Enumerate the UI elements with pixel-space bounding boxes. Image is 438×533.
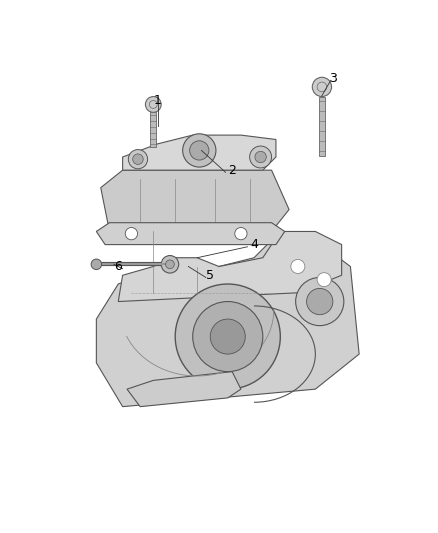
Text: 6: 6	[114, 260, 122, 273]
Circle shape	[296, 278, 344, 326]
Text: 1: 1	[154, 94, 162, 107]
Circle shape	[183, 134, 216, 167]
Polygon shape	[127, 372, 241, 407]
Circle shape	[312, 77, 332, 96]
Circle shape	[175, 284, 280, 389]
Circle shape	[307, 288, 333, 314]
Text: 3: 3	[329, 71, 337, 85]
Circle shape	[291, 260, 305, 273]
Circle shape	[317, 273, 331, 287]
Polygon shape	[96, 223, 285, 245]
Text: 2: 2	[228, 164, 236, 176]
Circle shape	[125, 228, 138, 240]
Circle shape	[210, 319, 245, 354]
FancyBboxPatch shape	[150, 112, 156, 147]
Circle shape	[235, 228, 247, 240]
Polygon shape	[123, 135, 276, 170]
Text: 5: 5	[206, 269, 214, 282]
Polygon shape	[96, 240, 359, 407]
Circle shape	[133, 154, 143, 165]
Polygon shape	[101, 170, 289, 231]
Circle shape	[250, 146, 272, 168]
Circle shape	[193, 302, 263, 372]
Circle shape	[166, 260, 174, 269]
Circle shape	[255, 151, 266, 163]
FancyBboxPatch shape	[319, 96, 325, 156]
Circle shape	[145, 96, 161, 112]
Circle shape	[91, 259, 102, 270]
Circle shape	[190, 141, 209, 160]
Polygon shape	[118, 231, 342, 302]
Circle shape	[161, 255, 179, 273]
Text: 4: 4	[250, 238, 258, 251]
Circle shape	[128, 150, 148, 169]
